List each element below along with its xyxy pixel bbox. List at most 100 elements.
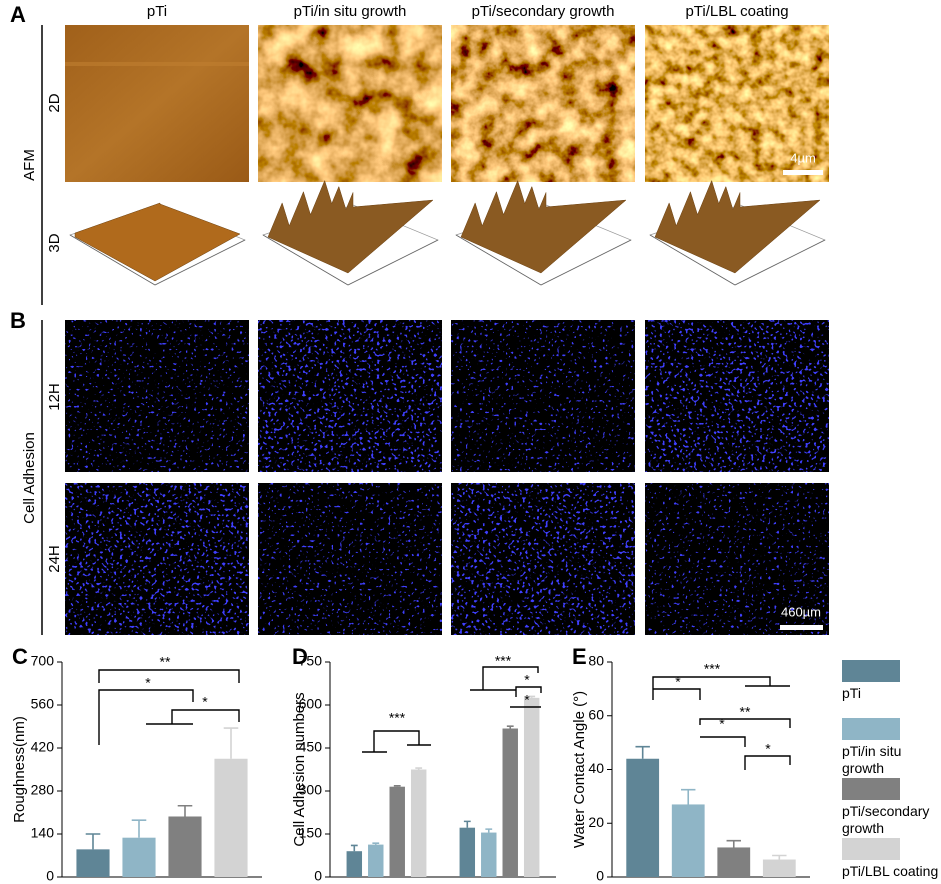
y-tick-label: 700 xyxy=(31,653,55,669)
row-label: 2D xyxy=(46,93,63,112)
panel-label: C xyxy=(12,644,28,669)
error-bar xyxy=(528,695,536,698)
significance-label: *** xyxy=(389,710,406,726)
bar xyxy=(762,859,796,877)
error-bar xyxy=(350,844,358,852)
y-axis-label: Cell Adhesion numbers xyxy=(291,692,308,846)
afm-3d-surface xyxy=(267,179,434,274)
error-bar xyxy=(506,725,514,729)
bar xyxy=(389,786,405,877)
bar xyxy=(502,728,518,877)
y-axis-label: Roughness(nm) xyxy=(11,716,28,823)
scale-label: 4µm xyxy=(790,150,816,165)
significance-bracket xyxy=(700,736,746,747)
error-bar xyxy=(463,820,471,828)
y-tick-label: 20 xyxy=(588,814,604,830)
fluorescence-image xyxy=(451,320,635,472)
bar xyxy=(523,697,540,877)
legend-swatch xyxy=(842,838,900,860)
bar xyxy=(168,816,202,877)
significance-label: * xyxy=(524,672,530,688)
error-bar xyxy=(372,842,380,845)
significance-label: * xyxy=(145,675,151,691)
row-group-label: AFM xyxy=(21,149,38,181)
significance-label: * xyxy=(524,692,530,708)
fluorescence-image xyxy=(645,483,829,635)
legend-label: pTi xyxy=(842,685,861,701)
error-bar xyxy=(415,767,423,770)
bar xyxy=(410,769,427,877)
significance-bracket xyxy=(515,686,542,697)
legend-swatch xyxy=(842,778,900,800)
significance-label: ** xyxy=(740,704,751,720)
significance-bracket xyxy=(653,688,701,700)
afm-2d-image xyxy=(645,25,829,182)
column-label: pTi/in situ growth xyxy=(294,3,407,20)
significance-bracket xyxy=(373,730,420,752)
legend-swatch xyxy=(842,660,900,682)
afm-3d-surface xyxy=(74,202,241,282)
significance-bracket xyxy=(98,689,194,745)
significance-label: * xyxy=(202,694,208,710)
significance-label: ** xyxy=(160,654,171,670)
column-label: pTi/LBL coating xyxy=(685,3,788,20)
significance-label: * xyxy=(719,716,725,732)
scale-bar xyxy=(780,625,823,630)
fluorescence-image xyxy=(65,320,249,472)
panel-label: D xyxy=(292,644,308,669)
row-label: 24H xyxy=(46,545,63,573)
afm-2d-image xyxy=(65,25,249,182)
fluorescence-image xyxy=(258,483,442,635)
bar xyxy=(368,844,384,877)
y-tick-label: 300 xyxy=(299,782,323,798)
panel-label: A xyxy=(10,2,26,27)
afm-2d-stripe xyxy=(65,62,249,66)
afm-3d-axis xyxy=(347,239,439,286)
legend-label: pTi/secondary growth xyxy=(842,803,930,836)
y-tick-label: 40 xyxy=(588,760,604,776)
significance-label: * xyxy=(765,741,771,757)
afm-2d-image xyxy=(451,25,635,182)
bar xyxy=(626,758,660,877)
significance-bracket xyxy=(744,755,791,770)
y-tick-label: 150 xyxy=(299,825,323,841)
y-tick-label: 0 xyxy=(314,868,322,884)
bar xyxy=(459,827,476,877)
bar xyxy=(717,847,751,877)
error-bar xyxy=(393,785,401,787)
y-tick-label: 80 xyxy=(588,653,604,669)
error-bar xyxy=(772,854,787,860)
afm-2d-image xyxy=(258,25,442,182)
y-axis-label: Water Contact Angle (°) xyxy=(571,691,588,848)
afm-3d-axis xyxy=(540,239,632,286)
row-group-label: Cell Adhesion xyxy=(21,432,38,524)
significance-bracket xyxy=(171,709,240,724)
significance-label: * xyxy=(675,674,681,690)
bar xyxy=(481,832,497,877)
afm-3d-axis xyxy=(455,234,542,286)
panel-label: E xyxy=(572,644,587,669)
error-bar xyxy=(681,788,696,805)
y-tick-label: 60 xyxy=(588,706,604,722)
row-label: 3D xyxy=(46,233,63,252)
significance-bracket xyxy=(699,718,791,728)
y-tick-label: 420 xyxy=(31,739,55,755)
afm-3d-axis xyxy=(734,239,826,286)
afm-3d-surface xyxy=(654,179,821,274)
fluorescence-image xyxy=(451,483,635,635)
error-bar xyxy=(177,804,193,817)
error-bar xyxy=(485,828,493,833)
y-tick-label: 0 xyxy=(46,868,54,884)
bar xyxy=(214,758,248,877)
legend-swatch xyxy=(842,718,900,740)
scale-bar xyxy=(783,170,823,175)
error-bar xyxy=(223,727,239,759)
afm-3d-axis xyxy=(262,234,349,286)
afm-3d-axis xyxy=(649,234,736,286)
significance-bracket xyxy=(482,666,539,690)
column-label: pTi/secondary growth xyxy=(472,3,615,20)
y-tick-label: 600 xyxy=(299,696,323,712)
panel-label: B xyxy=(10,308,26,333)
